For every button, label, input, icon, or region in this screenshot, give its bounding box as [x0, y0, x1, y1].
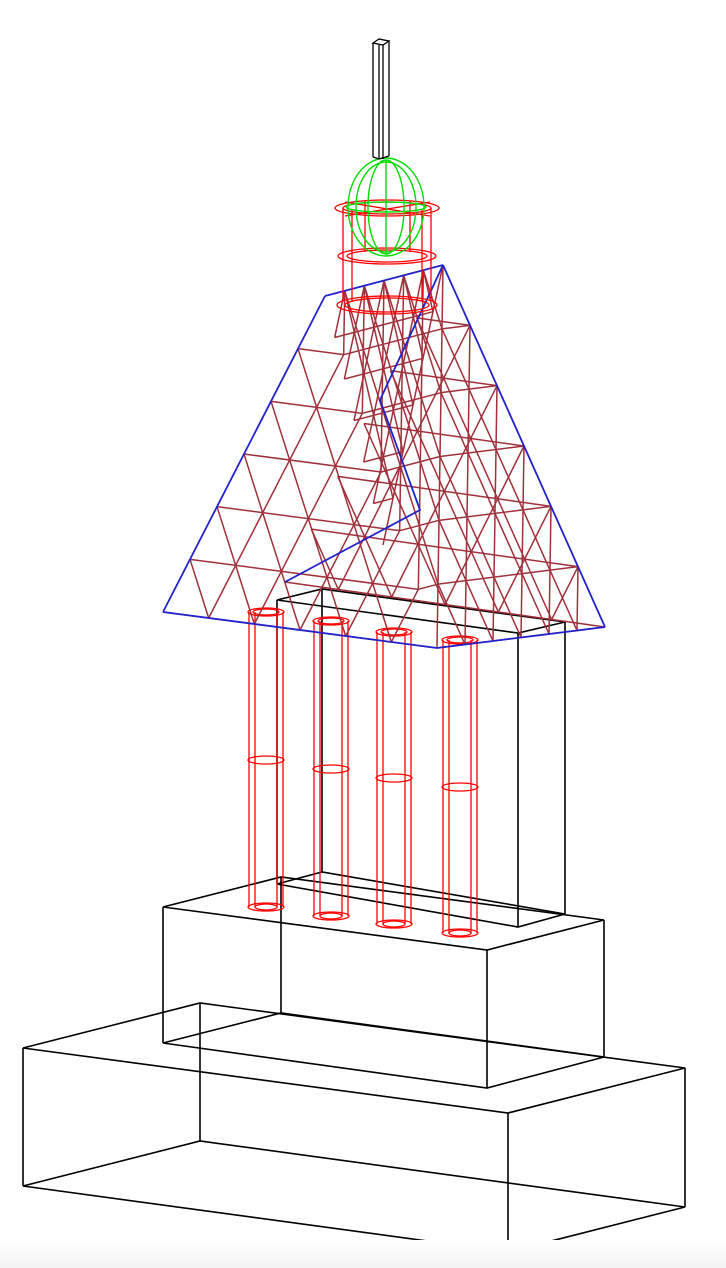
dome: [345, 157, 427, 257]
column-base-inner: [382, 920, 406, 928]
truss-member: [416, 317, 471, 327]
columns: [247, 607, 479, 938]
truss-member: [363, 285, 440, 521]
truss-member: [550, 566, 579, 620]
truss-member: [253, 412, 364, 625]
truss-member: [189, 559, 210, 619]
truss-member: [299, 471, 382, 631]
truss-member: [343, 290, 394, 499]
column-cap-inner: [252, 608, 280, 616]
truss-member: [437, 565, 579, 585]
plinth-block: [162, 876, 605, 1089]
truss-member: [464, 325, 471, 645]
roof-edge-line: [324, 264, 444, 297]
roof-edge-line: [162, 611, 438, 649]
column-base: [312, 911, 350, 921]
truss-member: [311, 528, 579, 568]
column: [441, 635, 479, 938]
column-ring: [312, 764, 350, 774]
column-cap: [441, 635, 479, 645]
column-base-inner: [254, 903, 278, 911]
pyramid-roof: [162, 264, 606, 649]
truss-member: [439, 456, 522, 638]
column-cap-inner: [317, 617, 345, 625]
truss-member: [520, 445, 525, 638]
column-base: [375, 919, 413, 929]
truss-member: [441, 324, 471, 330]
column-ring: [375, 773, 413, 783]
truss-member: [418, 583, 439, 591]
roof-edge-line: [162, 295, 326, 613]
base-block: [22, 1002, 686, 1253]
truss-member: [380, 455, 441, 473]
column-base: [441, 928, 479, 938]
column-cap: [312, 616, 350, 626]
truss-member: [243, 453, 301, 631]
truss-member: [383, 280, 414, 406]
truss-member: [383, 280, 441, 457]
roof-back-face: [284, 317, 606, 628]
column-ring: [441, 782, 479, 792]
roof-hidden-edge: [284, 264, 444, 583]
viewport-bottom-edge: [0, 1240, 726, 1268]
truss-member: [343, 328, 443, 356]
column-base-inner: [319, 912, 343, 920]
roof-side-face: [436, 324, 606, 649]
truss-member: [297, 347, 344, 356]
truss-member: [390, 385, 498, 598]
truss-member: [441, 328, 578, 631]
column-cap: [247, 607, 285, 617]
column-base: [247, 902, 285, 912]
truss-member: [444, 445, 525, 605]
truss-member: [373, 497, 394, 505]
column-cap-inner: [446, 636, 474, 644]
truss-member: [243, 453, 382, 473]
truss-member: [353, 280, 385, 421]
truss-member: [439, 445, 525, 458]
column: [247, 607, 285, 912]
column: [375, 627, 413, 929]
roof-edge: [162, 264, 606, 649]
truss-member: [189, 558, 419, 591]
truss-member: [576, 566, 579, 631]
column-ring: [247, 755, 285, 765]
truss-member: [492, 385, 498, 642]
truss-member: [417, 270, 425, 590]
truss-member: [207, 354, 345, 619]
column-cap-inner: [380, 628, 408, 636]
roof-edge-line: [442, 264, 606, 628]
roof-edge-line: [436, 626, 606, 649]
truss-member: [363, 423, 446, 605]
truss-member: [390, 588, 420, 643]
truss-member: [297, 348, 393, 643]
truss-member: [422, 269, 443, 330]
truss-member: [310, 528, 340, 590]
spire: [371, 38, 391, 160]
truss-member: [342, 290, 346, 355]
truss-member: [437, 583, 466, 645]
truss-member: [343, 290, 439, 585]
column: [312, 616, 350, 921]
column-base-inner: [448, 929, 472, 937]
truss-member: [415, 317, 553, 620]
